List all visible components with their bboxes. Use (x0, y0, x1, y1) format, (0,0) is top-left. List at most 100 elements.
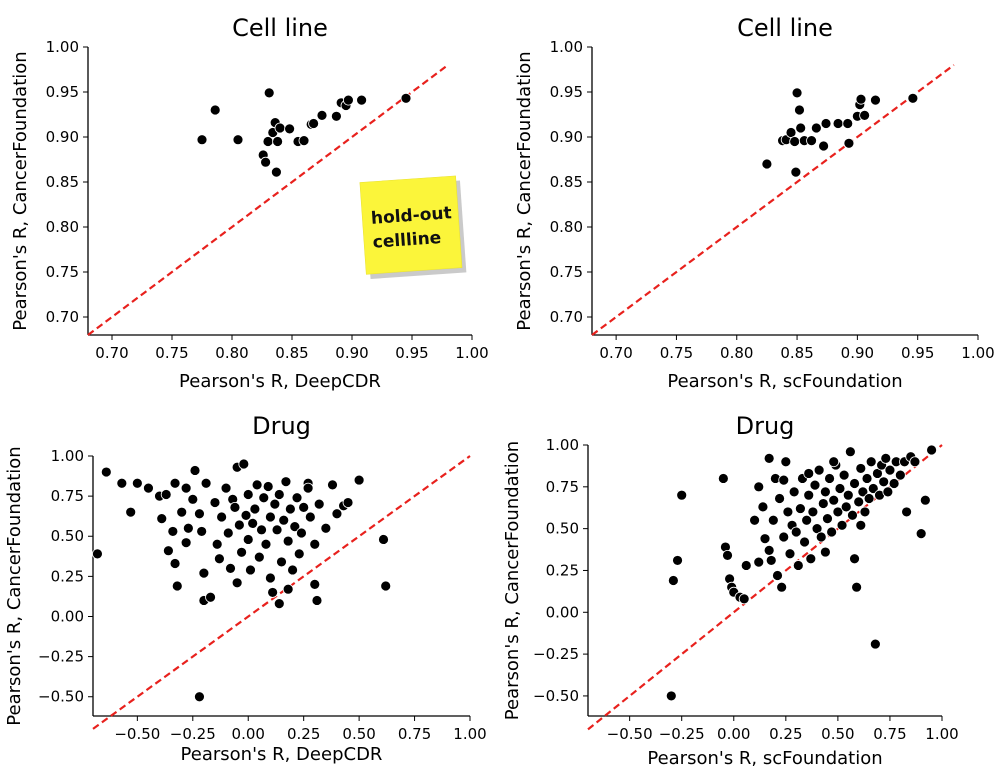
panel-4-data-point (840, 501, 852, 513)
panel-1-title: Cell line (232, 14, 328, 42)
panel-3-data-point (313, 498, 325, 510)
panel-4-data-point (763, 452, 775, 464)
panel-2-x-tick-label: 0.80 (720, 344, 753, 362)
panel-4-data-point (738, 593, 750, 605)
panel-3-data-point (271, 524, 283, 536)
panel-4-x-tick-label: 0.00 (717, 725, 750, 743)
panel-1-x-tick-label: 0.75 (155, 344, 188, 362)
panel-3-data-point (162, 545, 174, 557)
panel-4-data-point (857, 486, 869, 498)
panel-3-data-point (380, 580, 392, 592)
panel-4-data-point (765, 555, 777, 566)
panel-4-data-point (824, 473, 835, 484)
panel-3-identity-line (92, 455, 471, 730)
panel-1-x-tick-label: 0.85 (275, 344, 308, 362)
panel-2-data-point (907, 92, 919, 104)
panel-3-data-point (233, 519, 245, 531)
panel-4-data-point (851, 581, 863, 593)
panel-4-data-point (880, 452, 892, 464)
panel-3-data-point (171, 580, 183, 592)
panel-4-data-point (790, 526, 802, 538)
panel-3-data-point (194, 691, 205, 703)
panel-2-data-point (842, 118, 854, 129)
panel-4-data-point (799, 536, 810, 548)
panel-2-y-axis-label: Pearson's R, CancerFoundation (514, 51, 535, 330)
panel-4-data-point (759, 533, 771, 545)
panel-3-y-tick-label: 0.75 (51, 487, 84, 505)
panel-3: Drug−0.50 −0.25 0.00 0.25 0.50 0.75 1.00−0.50−… (4, 412, 487, 765)
panel-3-data-point (284, 503, 296, 515)
panel-4-data-point (882, 486, 894, 498)
panel-2-y-tick-label: 0.80 (550, 218, 583, 236)
panel-4-data-point (849, 478, 860, 489)
panel-3-x-tick-label: 0.50 (342, 725, 375, 743)
panel-3-data-point (311, 595, 323, 606)
panel-2-y-tick-label: 0.95 (550, 83, 583, 101)
panel-3-data-point (280, 476, 292, 488)
panel-4-data-point (853, 496, 865, 508)
panel-3-data-point (260, 538, 272, 550)
panel-3-y-tick-label: −0.25 (38, 648, 84, 666)
panel-4-data-point (807, 506, 819, 518)
panel-3-data-point (287, 564, 298, 576)
panel-3-data-point (278, 514, 290, 526)
panel-3-data-point (320, 522, 332, 534)
panel-3-data-point (187, 493, 199, 505)
panel-4-y-tick-label: 0.25 (546, 561, 579, 579)
panel-3-data-point (156, 513, 168, 524)
panel-2-points (761, 87, 919, 178)
panel-3-data-point (194, 508, 205, 520)
panel-4-data-point (778, 531, 790, 543)
panel-4-data-point (803, 489, 815, 501)
panel-3-data-point (378, 534, 389, 545)
panel-3-data-point (182, 522, 194, 534)
panel-1-data-point (400, 92, 412, 104)
panel-3-data-point (304, 511, 316, 523)
panel-4: Drug−0.50 −0.25 0.00 0.25 0.50 0.75 1.00−0.50−… (502, 412, 959, 769)
panel-3-y-tick-label: −0.50 (38, 688, 84, 706)
panel-3-data-point (231, 577, 243, 589)
panel-2-title: Cell line (737, 14, 833, 42)
panel-4-data-point (878, 476, 890, 488)
panel-1: Cell line 0.70 0.75 0.80 0.85 0.90 0.95 1.00 0.7… (10, 14, 489, 392)
panel-3-data-point (273, 489, 285, 500)
panel-1-data-point (263, 87, 275, 99)
panel-2-data-point (810, 122, 822, 134)
panel-1-x-tick-label: 0.95 (395, 344, 428, 362)
panel-4-data-point (813, 464, 825, 476)
panel-4-data-point (778, 474, 790, 486)
panel-4-data-point (926, 444, 937, 456)
panel-4-data-point (753, 556, 765, 568)
panel-3-x-tick-label: 0.25 (287, 725, 320, 743)
panel-4-data-point (909, 456, 921, 468)
panel-2-data-point (790, 166, 802, 178)
panel-3-data-point (167, 526, 179, 537)
panel-3-data-point (176, 506, 188, 518)
panel-3-data-point (225, 562, 236, 574)
panel-1-data-point (232, 134, 244, 146)
panel-4-x-axis-label: Pearson's R, scFoundation (647, 748, 882, 769)
panel-3-title: Drug (252, 412, 311, 440)
panel-3-data-point (169, 477, 181, 489)
panel-2-y-tick-label: 0.85 (550, 173, 583, 191)
panel-4-data-point (817, 498, 829, 509)
panel-2-data-point (806, 135, 817, 147)
panel-4-data-point (774, 493, 785, 504)
panel-2: Cell line 0.70 0.75 0.80 0.85 0.90 0.95 1.00 0.7… (514, 14, 995, 392)
panel-3-data-point (289, 521, 301, 533)
panel-4-y-tick-label: 0.00 (546, 603, 579, 621)
panel-1-data-point (272, 136, 284, 147)
panel-1-x-tick-label: 0.90 (335, 344, 368, 362)
panel-3-data-point (143, 482, 154, 494)
panel-4-data-point (676, 489, 688, 501)
panel-2-data-point (859, 110, 871, 121)
panel-2-data-point (789, 136, 801, 147)
panel-4-data-point (869, 638, 881, 650)
panel-3-data-point (327, 479, 338, 491)
panel-3-x-tick-label: 0.75 (398, 725, 431, 743)
panel-2-x-tick-label: 0.95 (901, 344, 934, 362)
panel-2-data-point (818, 140, 829, 152)
panel-1-data-point (209, 104, 221, 116)
panel-4-data-point (795, 503, 806, 514)
